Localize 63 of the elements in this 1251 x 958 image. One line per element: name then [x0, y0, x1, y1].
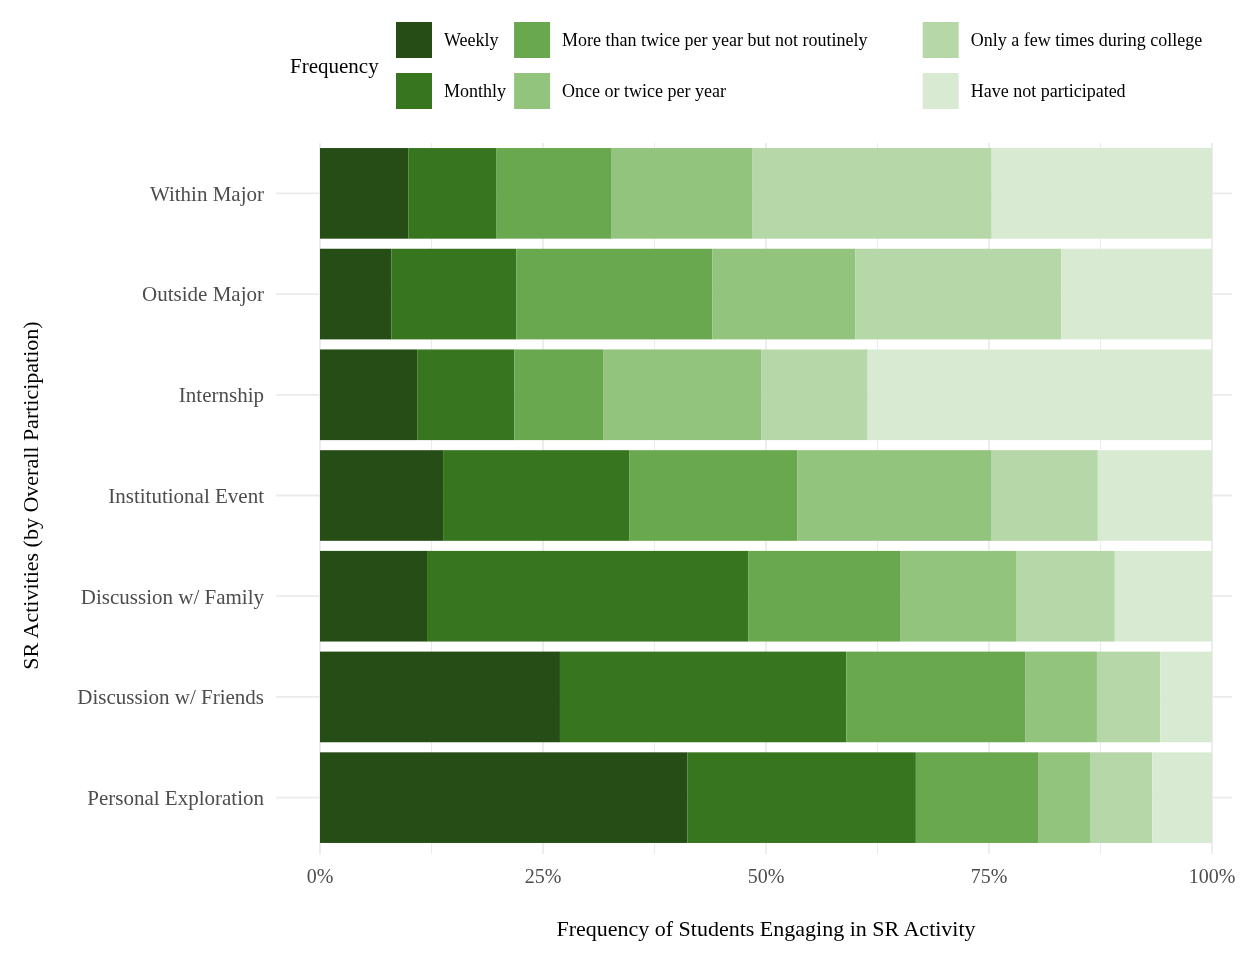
bar	[611, 148, 753, 239]
bar	[427, 550, 749, 642]
legend-label: Weekly	[444, 30, 499, 51]
y-tick-label: Institutional Event	[108, 483, 265, 508]
bar	[712, 248, 856, 340]
bar	[1061, 248, 1212, 340]
legend-label: More than twice per year but not routinely	[562, 30, 868, 51]
bar	[603, 349, 762, 441]
bar	[1097, 450, 1212, 541]
bar	[1096, 651, 1161, 743]
legend-label: Monthly	[444, 81, 507, 102]
bar	[320, 651, 560, 743]
bar	[391, 248, 517, 340]
bar	[320, 148, 409, 239]
bar	[1152, 752, 1212, 843]
bar	[991, 450, 1098, 541]
bar	[320, 550, 428, 642]
bar	[761, 349, 868, 441]
x-tick-label: 0%	[306, 865, 334, 887]
y-tick-label: Outside Major	[142, 282, 264, 307]
bar	[320, 248, 392, 340]
bar	[559, 651, 847, 743]
bar	[320, 450, 444, 541]
legend-label: Once or twice per year	[562, 81, 727, 102]
y-tick-label: Discussion w/ Friends	[77, 685, 264, 710]
legend-label: Only a few times during college	[970, 30, 1203, 51]
bar	[900, 550, 1017, 642]
legend-label: Have not participated	[970, 81, 1126, 102]
bar	[797, 450, 992, 541]
bar	[846, 651, 1026, 743]
bar	[443, 450, 630, 541]
bar	[915, 752, 1039, 843]
bar	[1160, 651, 1212, 743]
y-tick-label: Discussion w/ Family	[80, 584, 265, 609]
y-tick-label: Internship	[178, 383, 264, 408]
bar	[687, 752, 916, 843]
y-tick-label: Within Major	[149, 181, 264, 206]
x-tick-label: 75%	[970, 865, 1008, 887]
x-tick-label: 100%	[1188, 865, 1236, 887]
bar	[867, 349, 1212, 441]
bar	[320, 349, 418, 441]
bar	[752, 148, 992, 239]
bar	[320, 752, 688, 843]
bar	[855, 248, 1062, 340]
bar	[417, 349, 515, 441]
bar	[516, 248, 713, 340]
x-tick-label: 50%	[747, 865, 785, 887]
bar	[408, 148, 497, 239]
bar	[748, 550, 901, 642]
x-tick-label: 25%	[524, 865, 562, 887]
bar	[496, 148, 612, 239]
bar	[1038, 752, 1091, 843]
bar	[1090, 752, 1153, 843]
bar	[1114, 550, 1212, 642]
x-axis-title: Frequency of Students Engaging in SR Activity	[556, 916, 976, 941]
bar	[514, 349, 604, 441]
bar	[991, 148, 1212, 239]
bar	[629, 450, 798, 541]
bar	[1016, 550, 1115, 642]
legend-title: Frequency	[290, 54, 380, 79]
y-tick-label: Personal Exploration	[87, 785, 265, 810]
bar	[1025, 651, 1097, 743]
y-axis-title: SR Activities (by Overall Participation)	[18, 321, 43, 670]
